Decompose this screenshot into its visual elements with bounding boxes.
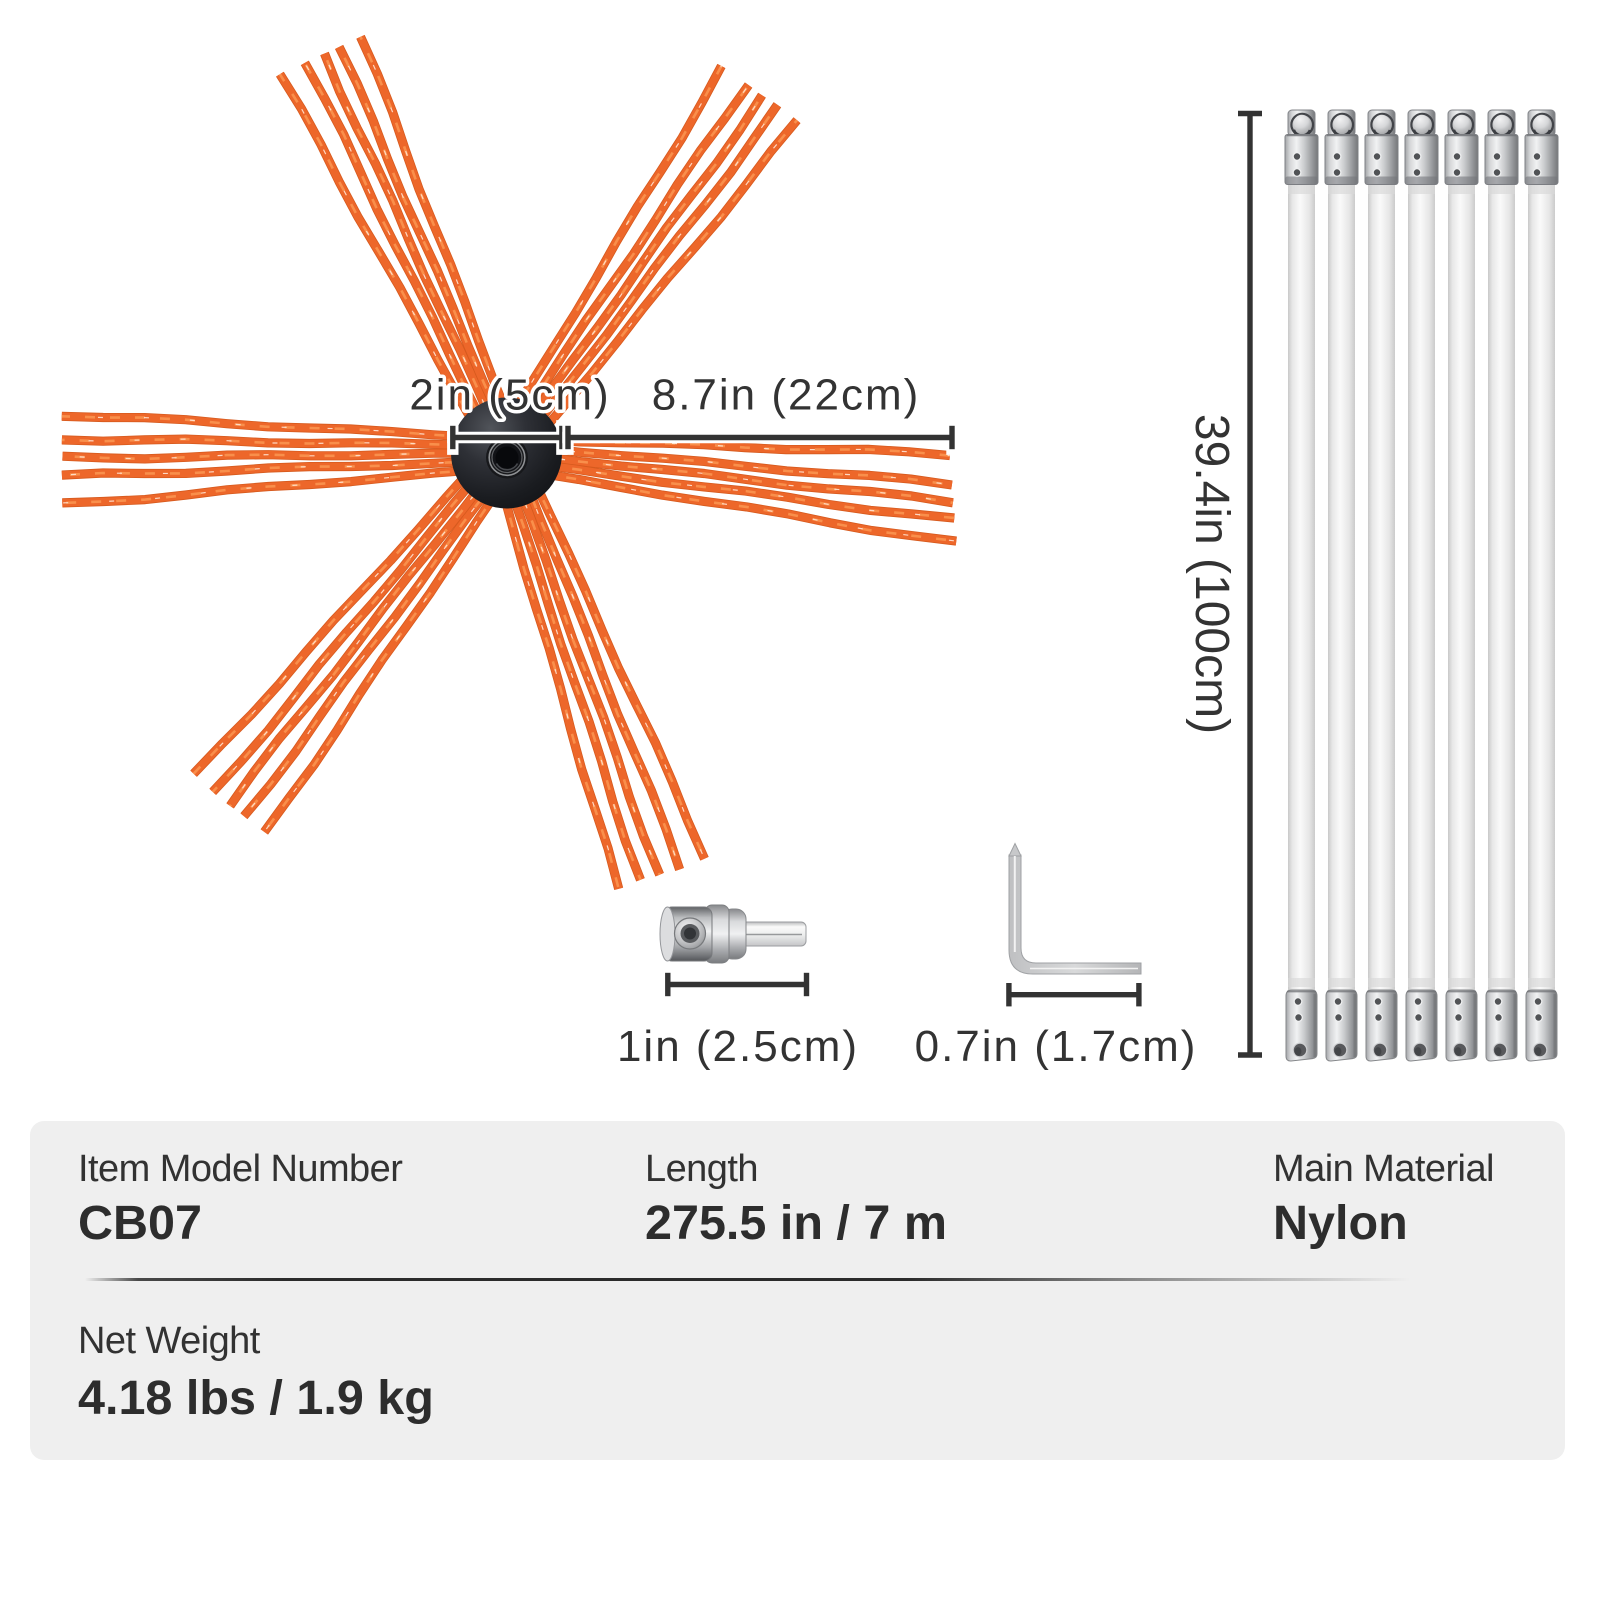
svg-text:39.4in (100cm): 39.4in (100cm): [1185, 414, 1238, 734]
svg-text:1in (2.5cm): 1in (2.5cm): [617, 1022, 859, 1071]
svg-text:0.7in (1.7cm): 0.7in (1.7cm): [915, 1022, 1198, 1071]
svg-text:8.7in (22cm): 8.7in (22cm): [652, 370, 921, 419]
svg-text:2in (5cm): 2in (5cm): [409, 370, 610, 419]
